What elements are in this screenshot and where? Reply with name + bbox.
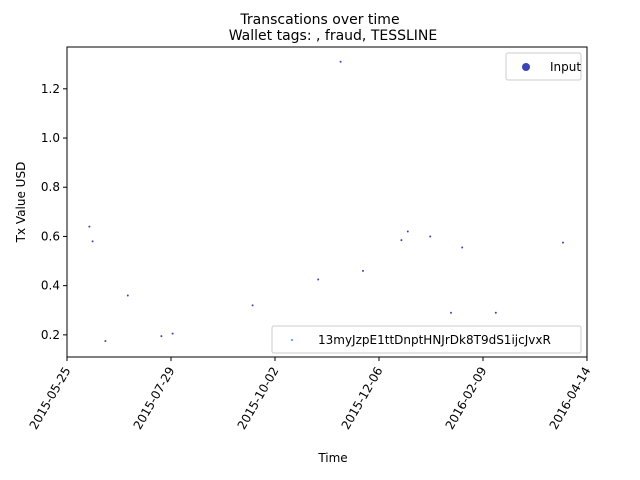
y-tick-label: 1.0 [41, 131, 60, 145]
data-point [104, 340, 107, 343]
data-point [461, 246, 464, 249]
y-tick-label: 1.2 [41, 82, 60, 96]
data-point [171, 332, 174, 335]
y-tick-label: 0.2 [41, 328, 60, 342]
data-point [429, 235, 432, 238]
y-tick-label: 0.4 [41, 279, 60, 293]
data-point [562, 241, 564, 244]
data-point [126, 294, 129, 297]
data-point [251, 304, 254, 307]
legend-address-marker [291, 339, 293, 341]
x-tick-label: 2016-04-14 [547, 365, 594, 432]
legend-address-frame [271, 325, 582, 354]
x-tick-label: 2015-10-02 [235, 365, 282, 432]
data-point [88, 225, 91, 228]
y-axis-label: Tx Value USD [14, 162, 28, 244]
legend-input-frame [505, 52, 582, 81]
data-point [91, 240, 94, 243]
chart-title: Transcations over time [239, 12, 399, 28]
data-point [160, 335, 163, 338]
data-point [450, 311, 452, 314]
plot-area [66, 46, 588, 358]
y-tick-label: 0.8 [41, 180, 60, 194]
legend-input-label: Input [550, 60, 581, 74]
chart-subtitle: Wallet tags: , fraud, TESSLINE [229, 28, 438, 44]
x-axis-label: Time [317, 451, 347, 465]
data-point [494, 311, 497, 314]
data-point [339, 60, 342, 63]
x-axis: 2015-05-25 2015-07-29 2015-10-02 2015-12-06… [27, 357, 594, 432]
legend-address: 13myJzpE1ttDnptHNJrDk8T9dS1ijcJvxR [271, 325, 582, 354]
legend-input-marker [522, 63, 530, 71]
legend-input: Input [505, 52, 582, 81]
legend-address-label: 13myJzpE1ttDnptHNJrDk8T9dS1ijcJvxR [318, 333, 551, 347]
y-tick-label: 0.6 [41, 229, 60, 243]
x-tick-label: 2015-05-25 [27, 365, 74, 432]
data-point [406, 230, 409, 233]
data-point [317, 278, 320, 281]
data-points [88, 60, 564, 343]
x-tick-label: 2015-12-06 [339, 365, 386, 432]
x-tick-label: 2015-07-29 [131, 365, 178, 432]
y-axis: 0.2 0.4 0.6 0.8 1.0 1.2 [41, 82, 67, 342]
data-point [400, 239, 403, 242]
data-point [362, 269, 364, 272]
x-tick-label: 2016-02-09 [443, 365, 490, 432]
